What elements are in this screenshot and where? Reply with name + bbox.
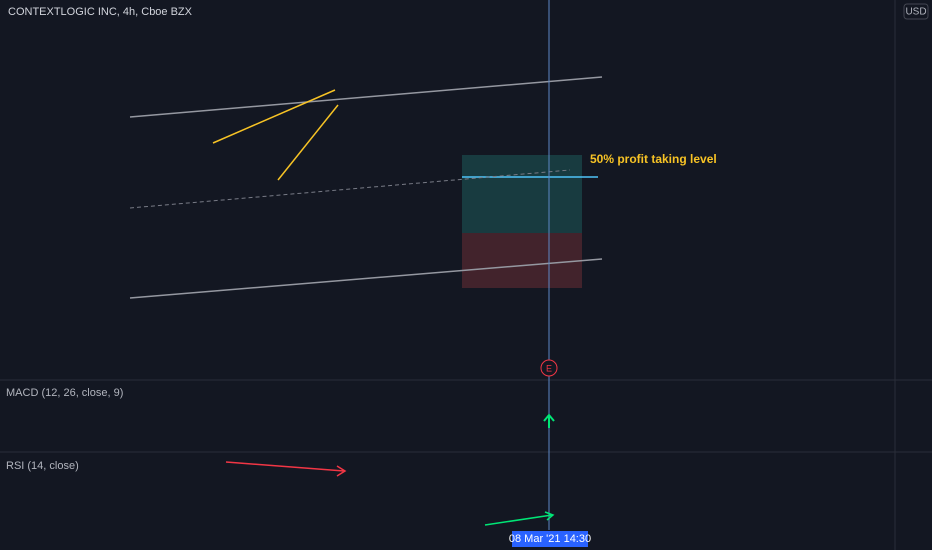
arrow [543, 413, 555, 428]
wedge-lower [277, 104, 339, 181]
arrow [225, 461, 347, 477]
wedge-upper [212, 89, 336, 144]
profit-zone [462, 155, 582, 233]
rsi-title: RSI (14, close) [6, 460, 79, 472]
annotation: 50% profit taking level [590, 152, 717, 166]
crosshair-label: 08 Mar '21 14:30 [509, 533, 591, 545]
macd-title: MACD (12, 26, close, 9) [6, 387, 123, 399]
arrow [484, 511, 555, 526]
channel-mid [129, 169, 571, 209]
channel-upper [129, 76, 603, 118]
earnings-label: E [546, 363, 552, 373]
loss-zone [462, 233, 582, 288]
currency-box[interactable] [903, 3, 929, 20]
earnings-marker[interactable] [540, 359, 558, 377]
crosshair-box [512, 531, 588, 547]
currency: USD [905, 7, 926, 18]
chart-title: CONTEXTLOGIC INC, 4h, Cboe BZX [8, 6, 193, 18]
channel-lower [129, 258, 603, 299]
